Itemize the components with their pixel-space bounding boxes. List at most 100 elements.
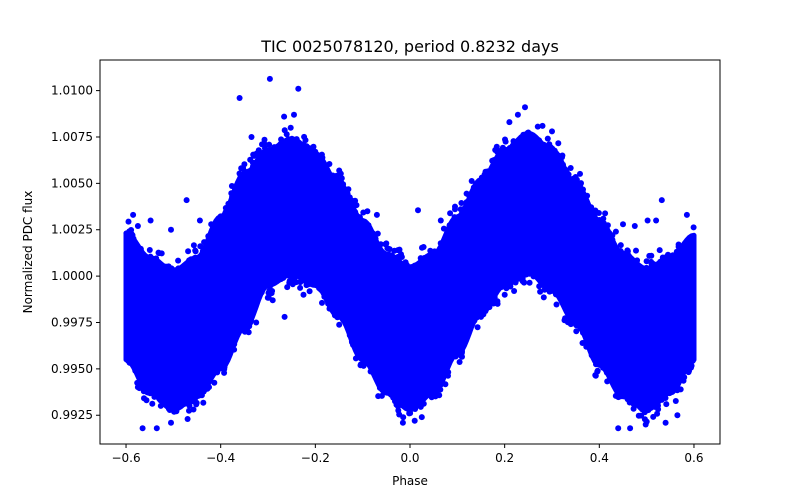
data-point — [674, 387, 681, 394]
data-point — [537, 288, 544, 295]
data-point — [391, 247, 398, 254]
data-point — [428, 393, 435, 400]
plot-area — [99, 59, 721, 445]
data-point — [284, 284, 291, 291]
data-point — [602, 210, 609, 217]
data-point — [592, 372, 599, 379]
data-point — [630, 405, 637, 412]
outlier-point — [470, 306, 477, 313]
data-point — [214, 369, 221, 376]
data-point — [231, 346, 238, 353]
data-point — [548, 287, 555, 294]
data-point — [540, 294, 547, 301]
data-point — [326, 305, 333, 312]
data-point — [303, 282, 310, 289]
data-point — [306, 148, 313, 155]
data-point — [325, 300, 332, 307]
data-point — [186, 402, 193, 409]
data-point — [560, 161, 566, 168]
outlier-point — [269, 297, 276, 304]
data-point — [258, 289, 265, 296]
data-point — [175, 257, 182, 264]
y-tick-label: 1.0100 — [51, 84, 93, 98]
outlier-point — [281, 313, 288, 320]
data-point — [470, 184, 477, 191]
outlier-point — [168, 226, 174, 233]
data-point — [468, 178, 475, 184]
data-point — [126, 359, 133, 366]
data-point — [197, 243, 204, 250]
outlier-point — [281, 113, 288, 120]
data-point — [125, 230, 132, 237]
data-point — [277, 141, 284, 147]
outlier-point — [454, 332, 461, 339]
outlier-point — [130, 211, 137, 218]
data-point — [402, 259, 409, 266]
data-point — [412, 406, 419, 412]
data-point — [594, 367, 601, 374]
data-point — [492, 157, 499, 164]
data-point — [336, 167, 343, 174]
data-point — [563, 169, 570, 176]
data-point — [349, 339, 355, 346]
data-point — [168, 265, 175, 272]
outlier-point — [549, 128, 555, 135]
data-point — [630, 401, 637, 408]
data-point — [398, 254, 405, 260]
data-point — [186, 257, 193, 264]
outlier-point — [418, 414, 425, 421]
outlier-point — [196, 217, 203, 224]
data-point — [266, 141, 273, 148]
data-point — [552, 291, 559, 298]
data-point — [271, 144, 278, 151]
data-point — [643, 258, 650, 265]
data-point — [372, 235, 379, 242]
data-point — [578, 180, 584, 187]
data-point — [259, 141, 265, 148]
data-point — [675, 243, 682, 250]
outlier-point — [183, 197, 190, 204]
chart-title: TIC 0025078120, period 0.8232 days — [260, 37, 559, 56]
data-point — [397, 401, 404, 408]
data-point — [672, 398, 679, 404]
data-point — [544, 135, 551, 142]
data-point — [297, 275, 304, 281]
data-point — [555, 140, 562, 147]
outlier-point — [683, 211, 690, 218]
data-point — [685, 369, 692, 376]
data-point — [588, 352, 595, 359]
data-point — [157, 397, 164, 404]
data-point — [442, 381, 449, 388]
data-point — [458, 200, 465, 206]
data-point — [411, 262, 418, 269]
data-point — [633, 247, 639, 254]
data-point — [241, 161, 248, 168]
data-point — [604, 378, 611, 385]
outlier-point — [139, 425, 146, 432]
data-point — [420, 244, 427, 250]
data-point — [388, 252, 395, 259]
y-tick-label: 1.0000 — [51, 269, 93, 283]
data-point — [302, 137, 309, 144]
data-point — [396, 246, 403, 253]
outlier-point — [501, 291, 508, 298]
outlier-point — [253, 319, 260, 326]
data-point — [520, 131, 527, 138]
data-point — [306, 288, 313, 295]
outlier-point — [399, 419, 406, 426]
data-point — [603, 369, 610, 376]
data-point — [326, 161, 333, 167]
data-point — [352, 209, 359, 215]
data-point — [367, 368, 374, 375]
data-point — [200, 388, 207, 395]
data-point — [604, 222, 611, 229]
x-tick-label: 0.0 — [400, 451, 419, 465]
outlier-point — [615, 425, 622, 432]
data-point — [261, 136, 268, 143]
data-point — [584, 192, 591, 199]
x-axis: −0.6 −0.4 −0.2 0.0 0.2 0.4 0.6 — [111, 444, 704, 465]
data-point — [293, 136, 300, 143]
data-point — [564, 319, 571, 326]
outlier-point — [631, 223, 638, 229]
